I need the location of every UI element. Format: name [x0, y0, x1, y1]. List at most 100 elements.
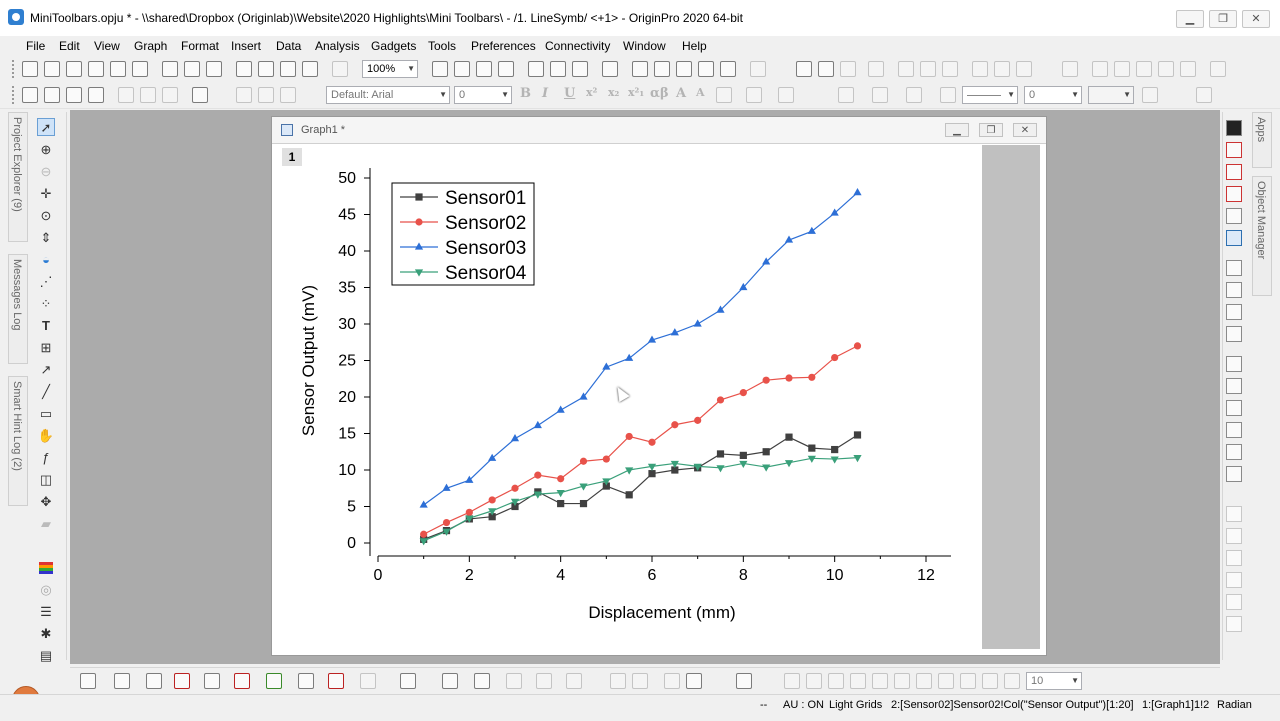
sort-icon[interactable]	[840, 61, 856, 77]
more-icon[interactable]	[1196, 87, 1212, 103]
import-wizard-icon[interactable]	[66, 87, 82, 103]
image-plot-icon[interactable]	[566, 673, 582, 689]
surface-plot-icon[interactable]	[442, 673, 458, 689]
graph-window-titlebar[interactable]: Graph1 * ▁ ❐ ✕	[272, 117, 1046, 144]
screen-reader-icon[interactable]: ✛	[40, 186, 52, 201]
graph-minimize-button[interactable]: ▁	[945, 123, 969, 137]
move-icon[interactable]	[938, 673, 954, 689]
axis-box-icon[interactable]	[1226, 400, 1242, 416]
new-project-icon[interactable]	[22, 61, 38, 77]
gear-icon[interactable]	[720, 61, 736, 77]
heatmap-icon[interactable]	[536, 673, 552, 689]
area-plot-icon[interactable]	[266, 673, 282, 689]
arrow-right-icon[interactable]	[828, 673, 844, 689]
bar-chart-icon[interactable]	[234, 673, 250, 689]
menu-insert[interactable]: Insert	[231, 39, 262, 53]
remove-filter-icon[interactable]	[994, 61, 1010, 77]
extract-icon[interactable]	[1226, 304, 1242, 320]
set-xy-icon[interactable]	[1062, 61, 1078, 77]
toolbar-grip[interactable]	[12, 86, 17, 104]
contour-icon[interactable]	[506, 673, 522, 689]
menu-edit[interactable]: Edit	[59, 39, 80, 53]
data-reader-icon[interactable]: ⊙	[40, 208, 52, 223]
save-project-icon[interactable]	[280, 61, 296, 77]
menu-gadgets[interactable]: Gadgets	[371, 39, 417, 53]
draw-data-icon[interactable]: ⁘	[40, 296, 52, 311]
menu-connectivity[interactable]: Connectivity	[545, 39, 611, 53]
rescale-y-icon[interactable]	[1226, 186, 1242, 202]
filter-icon[interactable]	[972, 61, 988, 77]
maximize-button[interactable]: ❐	[1209, 10, 1237, 28]
scatter-plot-icon[interactable]	[114, 673, 130, 689]
fill-color-combo[interactable]: ▼	[1088, 86, 1134, 104]
disabled-icon[interactable]	[1226, 616, 1242, 632]
new-workbook-icon[interactable]	[44, 61, 60, 77]
underline-icon[interactable]: U	[564, 86, 576, 101]
decrease-font-icon[interactable]: A	[696, 86, 705, 99]
disabled-icon[interactable]	[1226, 572, 1242, 588]
batch-plot-icon[interactable]	[332, 61, 348, 77]
close-button[interactable]: ✕	[1242, 10, 1270, 28]
project-explorer-icon[interactable]	[602, 61, 618, 77]
status-grids[interactable]: Light Grids	[829, 699, 883, 711]
symbol-icon[interactable]	[940, 87, 956, 103]
menu-graph[interactable]: Graph	[134, 39, 168, 53]
add-layer-icon[interactable]	[1226, 260, 1242, 276]
bold-icon[interactable]: B	[520, 86, 531, 101]
send-back-icon[interactable]	[982, 673, 998, 689]
results-log-icon[interactable]	[632, 61, 648, 77]
wireframe-icon[interactable]	[474, 673, 490, 689]
command-window-icon[interactable]	[572, 61, 588, 77]
new-function-icon[interactable]	[110, 61, 126, 77]
menu-preferences[interactable]: Preferences	[471, 39, 536, 53]
matrix-plot-icon[interactable]	[610, 673, 626, 689]
arrow-up-icon[interactable]	[850, 673, 866, 689]
polar-plot-icon[interactable]	[298, 673, 314, 689]
plot-line-icon[interactable]	[942, 61, 958, 77]
open-folder-icon[interactable]	[236, 61, 252, 77]
color-palette-icon[interactable]	[37, 559, 55, 577]
copy-icon[interactable]	[258, 87, 274, 103]
disabled-icon[interactable]	[1226, 594, 1242, 610]
layer-order-icon[interactable]	[192, 87, 208, 103]
bring-front-icon[interactable]	[960, 673, 976, 689]
triangle-icon[interactable]	[872, 673, 888, 689]
reapply-filter-icon[interactable]	[1016, 61, 1032, 77]
calendar-icon[interactable]	[698, 61, 714, 77]
line-plot-icon[interactable]	[80, 673, 96, 689]
menu-format[interactable]: Format	[181, 39, 220, 53]
zoom-out-tool-icon[interactable]: ⊖	[40, 164, 52, 179]
info-icon[interactable]: ▤	[39, 648, 53, 663]
axis-right-icon[interactable]	[1226, 466, 1242, 482]
italic-icon[interactable]: I	[542, 86, 549, 101]
new-notes-icon[interactable]	[162, 61, 178, 77]
merge-icon[interactable]	[1226, 282, 1242, 298]
zoom-combo[interactable]: 100% ▼	[362, 60, 418, 78]
find-icon[interactable]	[654, 61, 670, 77]
disabled-icon[interactable]	[1226, 550, 1242, 566]
axis-left-icon[interactable]	[1226, 444, 1242, 460]
frame-icon[interactable]	[1226, 422, 1242, 438]
multi-panel-icon[interactable]	[204, 673, 220, 689]
plot-bar-icon[interactable]	[920, 61, 936, 77]
supersubscript-icon[interactable]: x²₁	[628, 86, 645, 99]
toolbar-grip[interactable]	[12, 60, 17, 78]
move-tool-icon[interactable]: ✥	[40, 494, 52, 509]
arrange-icon[interactable]	[1226, 326, 1242, 342]
function-tool-icon[interactable]: ƒ	[42, 450, 50, 465]
statistics-sum-icon[interactable]	[796, 61, 812, 77]
data-selector-icon[interactable]: ⇕	[40, 230, 52, 245]
arrow-tool-icon[interactable]: ↗	[40, 362, 52, 377]
menu-view[interactable]: View	[94, 39, 120, 53]
subscript-icon[interactable]: x₂	[608, 86, 620, 99]
disregard-icon[interactable]	[1210, 61, 1226, 77]
set-values-icon[interactable]	[868, 61, 884, 77]
column-plot-icon[interactable]	[174, 673, 190, 689]
status-angle-unit[interactable]: Radian	[1217, 699, 1252, 711]
import-data-icon[interactable]	[44, 87, 60, 103]
project-explorer-tab[interactable]: Project Explorer (9)	[8, 112, 28, 242]
size-combo[interactable]: 10 ▼	[1026, 672, 1082, 690]
menu-tools[interactable]: Tools	[428, 39, 457, 53]
set-z-icon[interactable]	[1136, 61, 1152, 77]
new-workbook-template-icon[interactable]	[22, 87, 38, 103]
